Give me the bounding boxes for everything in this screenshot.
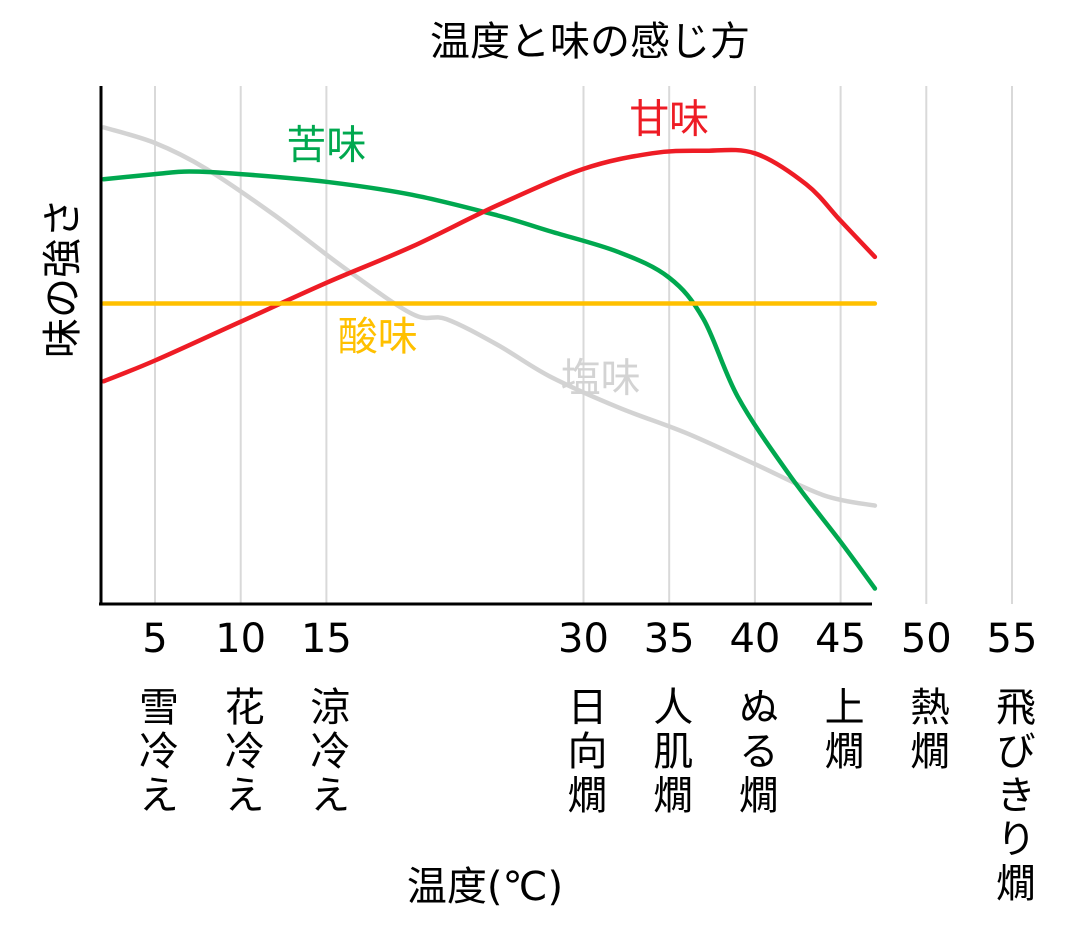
series-line-sweet bbox=[101, 147, 878, 384]
series-line-bitter bbox=[101, 169, 878, 591]
chart-title: 温度と味の感じ方 bbox=[430, 19, 750, 65]
x-tick-name-35: 人肌燗 bbox=[646, 686, 692, 818]
series-label-bitter: 苦味 bbox=[286, 123, 366, 169]
x-tick-label-50: 50 bbox=[901, 616, 952, 662]
x-tick-label-15: 15 bbox=[301, 616, 352, 662]
series-label-salty: 塩味 bbox=[561, 356, 641, 402]
x-tick-labels: 5 雪冷え 10 花冷え 15 涼冷え 30 日向燗 35 人肌燗 40 ぬる燗 45 上燗 50 熱燗 55 飛… bbox=[132, 616, 1037, 906]
series-line-salty bbox=[101, 125, 878, 508]
x-tick-name-55: 飛びきり燗 bbox=[989, 686, 1035, 906]
series-label-sour: 酸味 bbox=[338, 314, 418, 360]
x-tick-name-45: 上燗 bbox=[818, 686, 864, 774]
y-axis-title: 味の強さ bbox=[40, 198, 86, 358]
x-axis-title: 温度(℃) bbox=[407, 864, 563, 910]
axes bbox=[99, 86, 872, 606]
x-tick-name-50: 熱燗 bbox=[903, 686, 949, 774]
x-tick-name-10: 花冷え bbox=[218, 686, 264, 818]
x-tick-name-30: 日向燗 bbox=[561, 686, 607, 818]
gridlines bbox=[154, 86, 1013, 604]
series-label-sweet: 甘味 bbox=[629, 97, 709, 143]
x-tick-name-40: ぬる燗 bbox=[732, 686, 778, 818]
x-tick-name-15: 涼冷え bbox=[303, 686, 349, 818]
x-tick-name-5: 雪冷え bbox=[132, 686, 178, 818]
x-tick-label-30: 30 bbox=[558, 616, 609, 662]
x-tick-label-35: 35 bbox=[644, 616, 695, 662]
x-tick-label-45: 45 bbox=[815, 616, 866, 662]
x-tick-label-5: 5 bbox=[142, 616, 167, 662]
x-tick-label-55: 55 bbox=[987, 616, 1038, 662]
series-lines bbox=[101, 125, 878, 591]
x-tick-label-10: 10 bbox=[215, 616, 266, 662]
x-tick-label-40: 40 bbox=[729, 616, 780, 662]
